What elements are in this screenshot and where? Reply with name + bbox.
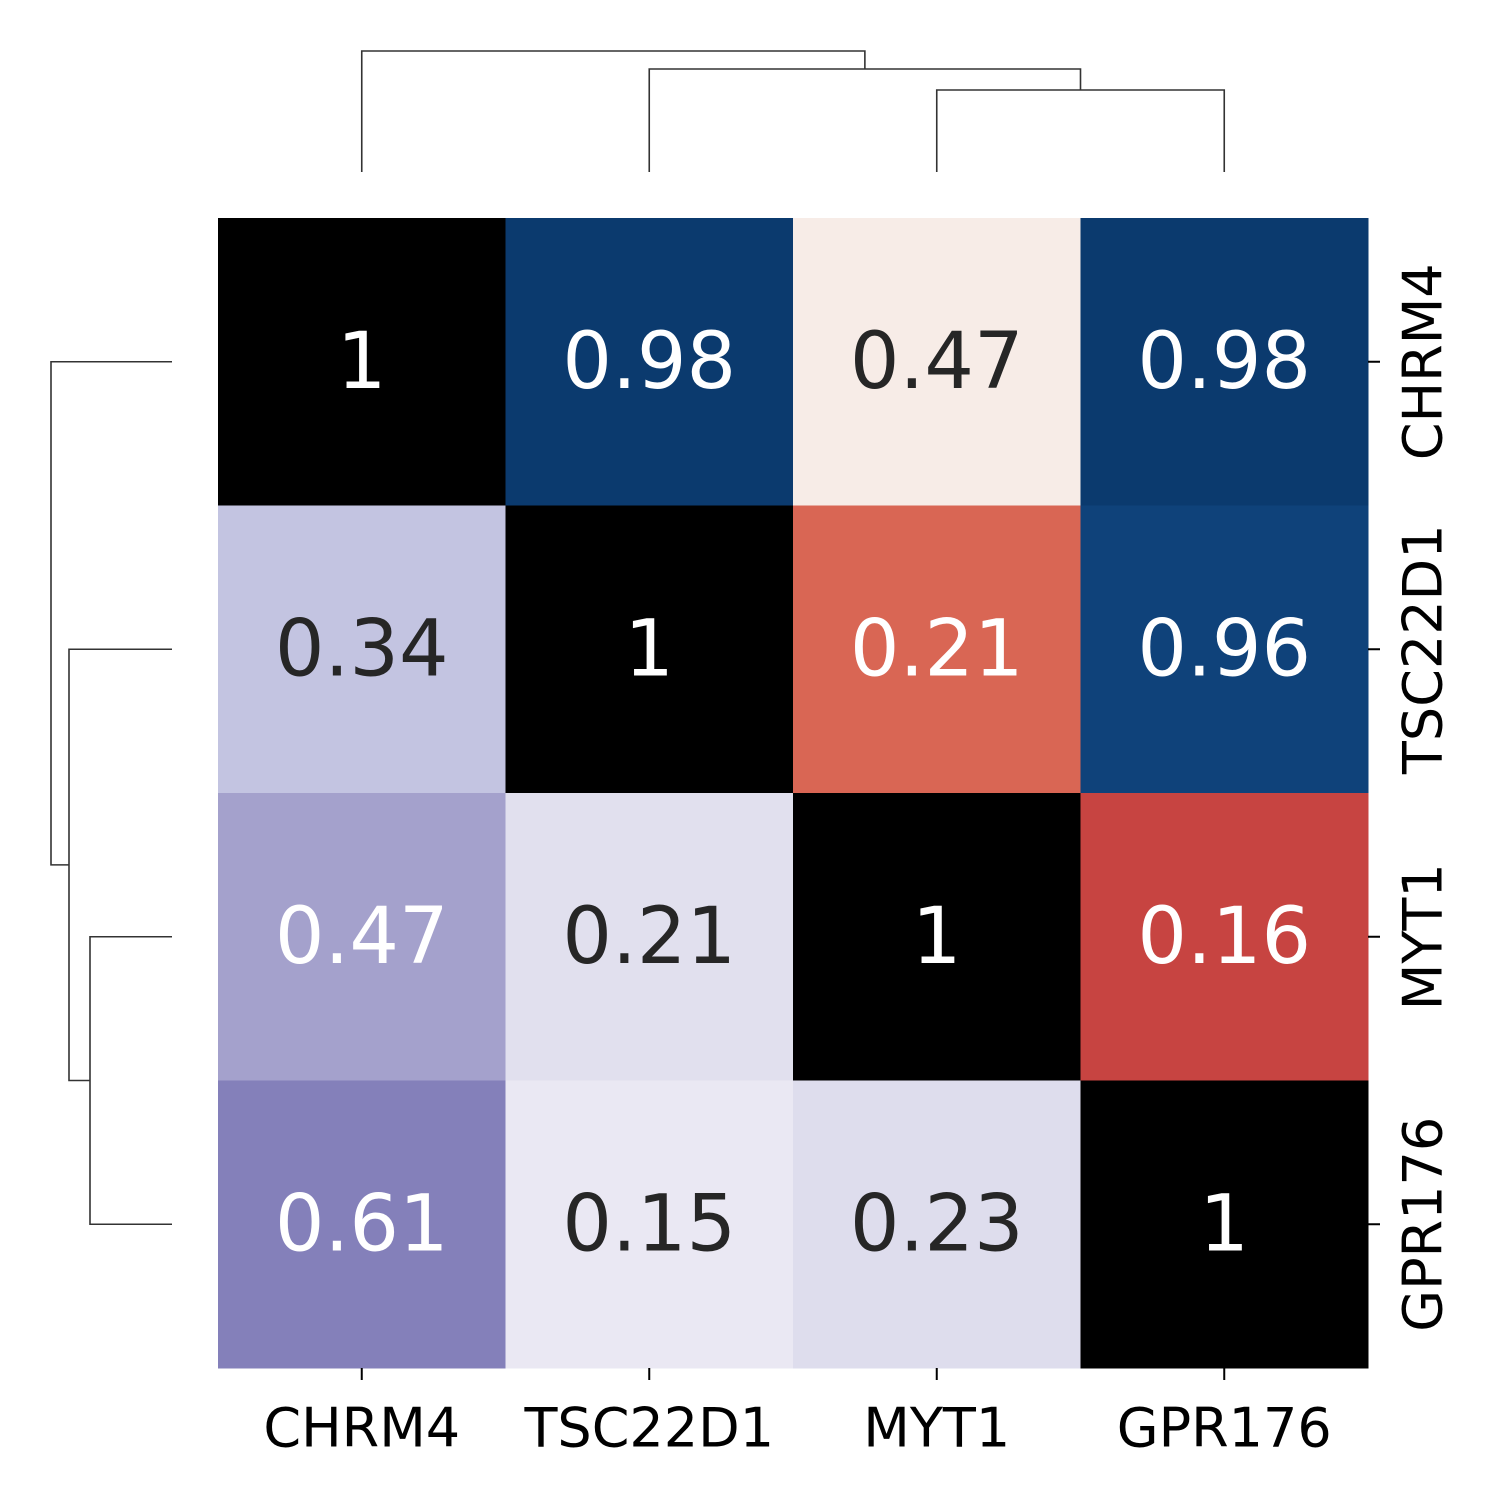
cell-value-label: 0.15 — [562, 1179, 736, 1269]
y-tick-label-chrm4: CHRM4 — [1392, 263, 1455, 460]
cell-value-label: 1 — [912, 892, 962, 982]
heatmap-cell-gpr176-tsc22d1 — [505, 1080, 794, 1369]
cell-value-label: 0.21 — [850, 604, 1024, 694]
x-tick-label-gpr176: GPR176 — [1117, 1397, 1332, 1460]
x-tick-label-myt1: MYT1 — [863, 1397, 1010, 1460]
heatmap-cell-gpr176-gpr176 — [1080, 1080, 1369, 1369]
heatmap-cell-tsc22d1-myt1 — [793, 505, 1081, 794]
cell-value-label: 0.98 — [1137, 317, 1311, 407]
column-dendrogram-link-2 — [648, 68, 1082, 172]
row-dendrogram-link-2 — [68, 648, 172, 1082]
heatmap-cell-myt1-gpr176 — [1080, 793, 1369, 1081]
x-tick-label-tsc22d1: TSC22D1 — [523, 1397, 774, 1460]
cell-value-label: 1 — [1199, 1179, 1249, 1269]
heatmap-cell-tsc22d1-gpr176 — [1080, 505, 1369, 794]
heatmap-cell-myt1-chrm4 — [218, 793, 506, 1081]
heatmap-cell-myt1-myt1 — [793, 793, 1081, 1081]
heatmap-cells: 1 0.98 0.47 0.98 0.34 1 0.21 0.96 0.47 0.21 1 0.16 0… — [218, 218, 1369, 1369]
cell-value-label: 0.61 — [275, 1179, 449, 1269]
cell-value-label: 0.34 — [275, 604, 449, 694]
cell-value-label: 1 — [624, 604, 674, 694]
cell-value-label: 0.98 — [562, 317, 736, 407]
heatmap-cell-chrm4-chrm4 — [218, 218, 506, 506]
heatmap-cell-gpr176-myt1 — [793, 1080, 1081, 1369]
y-axis-ticks: CHRM4 TSC22D1 MYT1 GPR176 — [1368, 263, 1455, 1332]
heatmap-cell-tsc22d1-tsc22d1 — [505, 505, 794, 794]
y-tick-label-myt1: MYT1 — [1392, 863, 1455, 1010]
column-dendrogram — [360, 50, 1226, 172]
heatmap-cell-chrm4-tsc22d1 — [505, 218, 794, 506]
heatmap-cell-gpr176-chrm4 — [218, 1080, 506, 1369]
heatmap-cell-tsc22d1-chrm4 — [218, 505, 506, 794]
y-tick-label-gpr176: GPR176 — [1392, 1117, 1455, 1332]
column-dendrogram-link-1 — [935, 89, 1226, 172]
x-tick-label-chrm4: CHRM4 — [263, 1397, 460, 1460]
cell-value-label: 0.47 — [850, 317, 1024, 407]
cell-value-label: 0.23 — [850, 1179, 1024, 1269]
cell-value-label: 0.16 — [1137, 892, 1311, 982]
cell-value-label: 0.96 — [1137, 604, 1311, 694]
x-axis-ticks: CHRM4 TSC22D1 MYT1 GPR176 — [263, 1368, 1332, 1460]
column-dendrogram-link-3 — [360, 50, 866, 172]
cell-value-label: 1 — [337, 317, 387, 407]
row-dendrogram-link-3 — [50, 360, 172, 866]
heatmap-cell-chrm4-gpr176 — [1080, 218, 1369, 506]
y-tick-label-tsc22d1: TSC22D1 — [1392, 524, 1455, 775]
cell-value-label: 0.47 — [275, 892, 449, 982]
cell-value-label: 0.21 — [562, 892, 736, 982]
heatmap-cell-chrm4-myt1 — [793, 218, 1081, 506]
row-dendrogram-link-1 — [89, 935, 172, 1226]
row-dendrogram — [50, 360, 172, 1226]
heatmap-cell-myt1-tsc22d1 — [505, 793, 794, 1081]
